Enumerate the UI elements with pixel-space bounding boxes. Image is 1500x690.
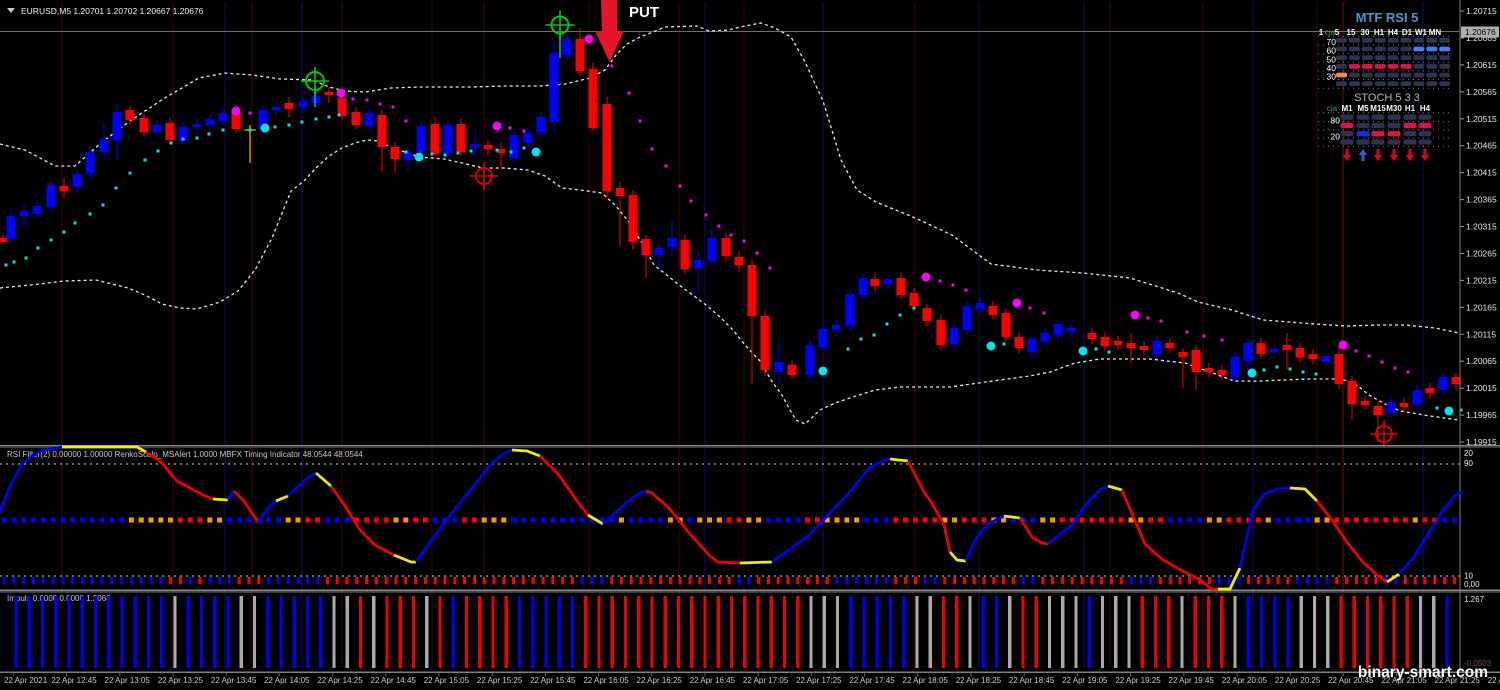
- svg-text:W1: W1: [1415, 28, 1428, 37]
- svg-text:1.20315: 1.20315: [1466, 222, 1497, 232]
- svg-text:22 Apr 15:45: 22 Apr 15:45: [530, 676, 576, 685]
- svg-text:22 Apr 20:45: 22 Apr 20:45: [1328, 676, 1374, 685]
- svg-text:H4: H4: [1420, 104, 1431, 113]
- svg-text:1.20365: 1.20365: [1466, 195, 1497, 205]
- svg-text:22 Apr 14:05: 22 Apr 14:05: [264, 676, 310, 685]
- svg-text:1.19965: 1.19965: [1466, 410, 1497, 420]
- svg-text:22 Apr 15:25: 22 Apr 15:25: [477, 676, 523, 685]
- svg-text:22 Apr 19:25: 22 Apr 19:25: [1115, 676, 1161, 685]
- svg-text:1.267: 1.267: [1464, 595, 1485, 604]
- svg-text:M15: M15: [1370, 104, 1386, 113]
- svg-text:22 Apr 13:45: 22 Apr 13:45: [211, 676, 257, 685]
- svg-text:22 Apr 2021: 22 Apr 2021: [4, 676, 48, 685]
- svg-text:22 Apr 21:45: 22 Apr 21:45: [1488, 676, 1500, 685]
- svg-text:22 Apr 21:05: 22 Apr 21:05: [1381, 676, 1427, 685]
- svg-text:22 Apr 18:45: 22 Apr 18:45: [1009, 676, 1055, 685]
- svg-text:M1: M1: [1341, 104, 1353, 113]
- svg-text:binary-smart.com: binary-smart.com: [1358, 664, 1488, 681]
- svg-text:22 Apr 20:25: 22 Apr 20:25: [1275, 676, 1321, 685]
- svg-text:cja: cja: [1327, 104, 1338, 113]
- svg-text:22 Apr 21:25: 22 Apr 21:25: [1435, 676, 1481, 685]
- svg-text:22 Apr 14:45: 22 Apr 14:45: [371, 676, 417, 685]
- svg-text:1.19915: 1.19915: [1466, 437, 1497, 447]
- svg-text:1: 1: [1319, 28, 1324, 37]
- svg-text:1.20165: 1.20165: [1466, 302, 1497, 312]
- svg-text:22 Apr 17:05: 22 Apr 17:05: [743, 676, 789, 685]
- svg-text:1.20265: 1.20265: [1466, 249, 1497, 259]
- svg-text:1.20665: 1.20665: [1466, 33, 1497, 43]
- svg-text:H4: H4: [1388, 28, 1399, 37]
- svg-text:22 Apr 19:05: 22 Apr 19:05: [1062, 676, 1108, 685]
- svg-text:1.20215: 1.20215: [1466, 275, 1497, 285]
- svg-text:22 Apr 20:05: 22 Apr 20:05: [1222, 676, 1268, 685]
- svg-text:20: 20: [1331, 132, 1341, 142]
- svg-text:PUT: PUT: [629, 4, 659, 21]
- svg-text:1.20565: 1.20565: [1466, 87, 1497, 97]
- svg-text:EURUSD,M5 1.20701 1.20702 1.2: EURUSD,M5 1.20701 1.20702 1.20667 1.2067…: [21, 6, 204, 16]
- svg-text:22 Apr 13:25: 22 Apr 13:25: [158, 676, 204, 685]
- svg-text:D1: D1: [1402, 28, 1413, 37]
- svg-text:15: 15: [1347, 28, 1356, 37]
- svg-text:20: 20: [1464, 449, 1473, 458]
- svg-text:60: 60: [1327, 46, 1337, 56]
- svg-text:5: 5: [1335, 28, 1340, 37]
- svg-text:22 Apr 19:45: 22 Apr 19:45: [1169, 676, 1215, 685]
- svg-text:10: 10: [1464, 572, 1473, 581]
- svg-text:22 Apr 17:25: 22 Apr 17:25: [796, 676, 842, 685]
- svg-text:22 Apr 17:45: 22 Apr 17:45: [849, 676, 895, 685]
- svg-text:-0.0503: -0.0503: [1464, 659, 1492, 668]
- svg-text:1.20515: 1.20515: [1466, 114, 1497, 124]
- svg-text:RSI Filter(2) 0.00000 1.00000: RSI Filter(2) 0.00000 1.00000 RenkoScalp…: [7, 450, 363, 459]
- svg-text:50: 50: [1327, 54, 1337, 64]
- svg-text:80: 80: [1331, 116, 1341, 126]
- svg-text:22 Apr 16:45: 22 Apr 16:45: [690, 676, 736, 685]
- svg-text:40: 40: [1327, 63, 1337, 73]
- svg-text:1.20615: 1.20615: [1466, 60, 1497, 70]
- svg-text:22 Apr 16:05: 22 Apr 16:05: [583, 676, 629, 685]
- svg-text:1.20676: 1.20676: [1465, 27, 1496, 37]
- svg-text:22 Apr 13:05: 22 Apr 13:05: [105, 676, 151, 685]
- svg-text:22 Apr 18:05: 22 Apr 18:05: [903, 676, 949, 685]
- svg-text:STOCH 5 3 3: STOCH 5 3 3: [1354, 92, 1420, 104]
- svg-text:22 Apr 12:45: 22 Apr 12:45: [51, 676, 97, 685]
- svg-text:70: 70: [1327, 37, 1337, 47]
- svg-text:1.20065: 1.20065: [1466, 356, 1497, 366]
- svg-text:22 Apr 18:25: 22 Apr 18:25: [956, 676, 1002, 685]
- svg-text:1.20715: 1.20715: [1466, 6, 1497, 16]
- svg-text:22 Apr 14:25: 22 Apr 14:25: [317, 676, 363, 685]
- svg-text:H1: H1: [1405, 104, 1416, 113]
- svg-text:1.20015: 1.20015: [1466, 383, 1497, 393]
- svg-text:0,00: 0,00: [1464, 580, 1480, 589]
- svg-text:MTF RSI 5: MTF RSI 5: [1356, 10, 1419, 25]
- svg-text:1.20115: 1.20115: [1466, 329, 1496, 339]
- svg-text:cja: cja: [1325, 28, 1336, 37]
- svg-text:Impuls 0.0000 0.0000 1.2068: Impuls 0.0000 0.0000 1.2068: [7, 594, 111, 603]
- svg-text:90: 90: [1464, 459, 1473, 468]
- svg-text:30: 30: [1327, 72, 1337, 82]
- svg-text:MN: MN: [1429, 28, 1442, 37]
- svg-text:1.20465: 1.20465: [1466, 141, 1497, 151]
- svg-text:22 Apr 15:05: 22 Apr 15:05: [424, 676, 470, 685]
- svg-text:M30: M30: [1386, 104, 1402, 113]
- svg-text:H1: H1: [1374, 28, 1385, 37]
- svg-text:22 Apr 16:25: 22 Apr 16:25: [637, 676, 683, 685]
- svg-text:1.20415: 1.20415: [1466, 168, 1497, 178]
- svg-text:M5: M5: [1357, 104, 1369, 113]
- svg-text:30: 30: [1361, 28, 1370, 37]
